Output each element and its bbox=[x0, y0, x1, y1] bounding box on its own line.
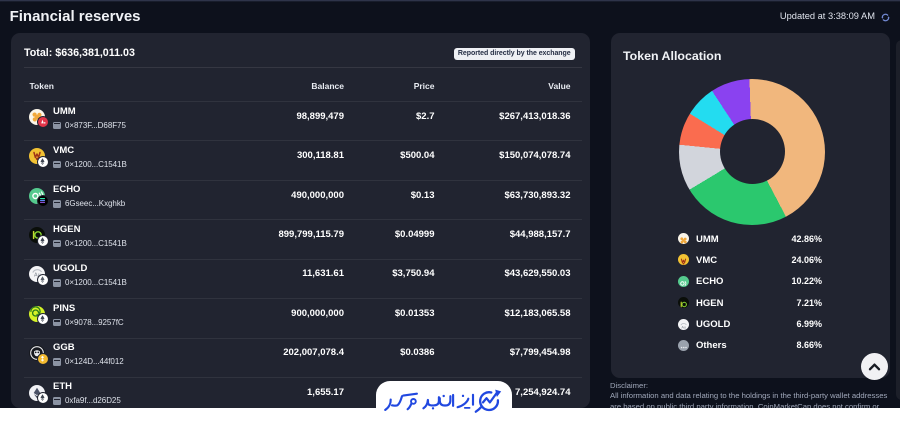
svg-text:Au: Au bbox=[681, 325, 686, 329]
